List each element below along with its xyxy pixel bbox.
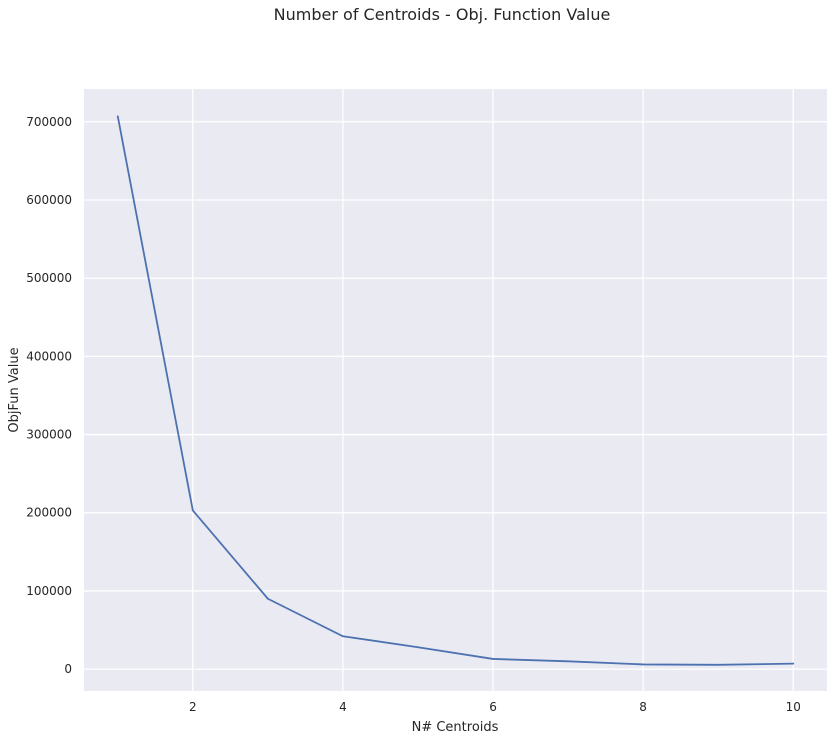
y-tick-label: 100000: [26, 584, 72, 598]
grid-lines: [84, 89, 827, 691]
data-point: [792, 662, 795, 665]
y-tick-label: 500000: [26, 271, 72, 285]
chart-title: Number of Centroids - Obj. Function Valu…: [274, 5, 611, 24]
x-tick-label: 6: [489, 700, 497, 714]
data-point: [116, 115, 119, 118]
y-tick-label: 600000: [26, 193, 72, 207]
data-point: [191, 509, 194, 512]
x-tick-label: 2: [189, 700, 197, 714]
x-tick-label: 10: [786, 700, 801, 714]
data-point: [417, 646, 419, 649]
y-axis-label: ObjFun Value: [7, 347, 22, 432]
series-line: [116, 115, 795, 666]
series-layer: [116, 115, 795, 666]
data-point: [567, 660, 569, 663]
x-tick-label: 4: [339, 700, 347, 714]
y-tick-label: 700000: [26, 115, 72, 129]
y-tick-label: 300000: [26, 428, 72, 442]
data-point: [266, 597, 269, 600]
x-tick-label: 8: [639, 700, 647, 714]
y-tick-labels: 0 100000 200000 300000 400000 500000 600000 700…: [26, 115, 72, 676]
y-tick-label: 0: [64, 662, 72, 676]
data-point: [342, 635, 344, 638]
plot-area: [84, 89, 827, 691]
data-point: [642, 663, 645, 666]
x-tick-labels: 2 4 6 8 10: [189, 700, 801, 714]
y-tick-label: 400000: [26, 349, 72, 363]
data-point: [717, 663, 720, 666]
data-point: [492, 658, 494, 660]
x-axis-label: N# Centroids: [412, 720, 499, 735]
y-tick-label: 200000: [26, 506, 72, 520]
